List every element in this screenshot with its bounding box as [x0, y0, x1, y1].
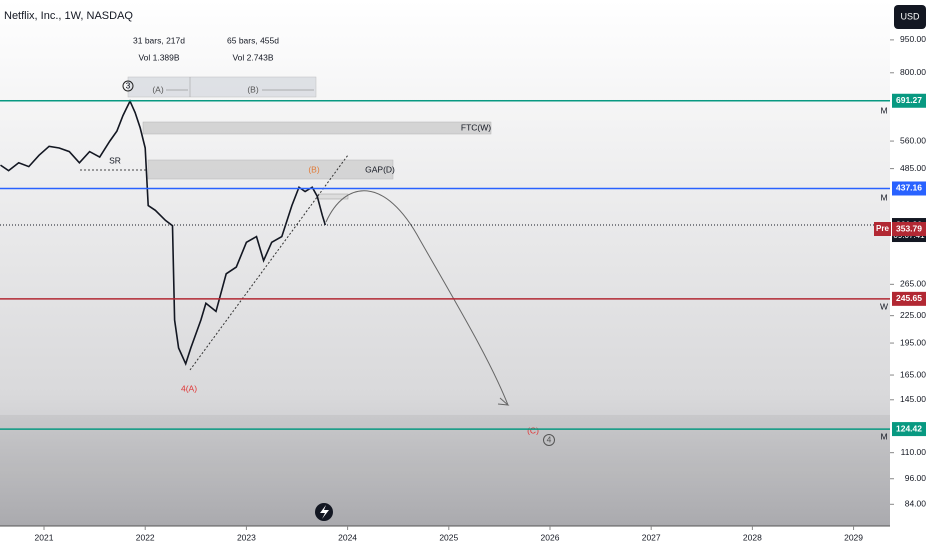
currency: USD — [900, 11, 920, 21]
zone — [0, 415, 890, 526]
x-tick-label: 2021 — [35, 532, 54, 542]
y-tick-label: 110.00 — [901, 447, 927, 457]
x-tick-label: 2023 — [237, 532, 256, 542]
price-label-bg — [892, 222, 926, 237]
annotation: M — [880, 431, 887, 441]
price-axis — [890, 0, 932, 550]
y-tick-label: 195.00 — [900, 337, 926, 347]
x-tick-label: 2022 — [136, 532, 155, 542]
price-label: 691.27 — [896, 95, 922, 105]
annotation: Vol 2.743B — [232, 52, 273, 62]
price-label: 437.16 — [896, 183, 922, 193]
range-box — [127, 76, 317, 98]
annotation: FTC(W) — [461, 122, 491, 132]
annotation: M — [880, 192, 887, 202]
y-tick-label: 84.00 — [905, 499, 927, 509]
forecast-curve — [325, 190, 509, 406]
ftc-box — [142, 121, 492, 135]
y-tick-label: 96.00 — [905, 473, 927, 483]
x-tick-label: 2027 — [642, 532, 661, 542]
price-label-bg — [892, 181, 926, 196]
y-tick-label: 800.00 — [900, 67, 926, 77]
bolt-icon — [320, 505, 329, 519]
y-tick-label: 560.00 — [900, 135, 926, 145]
x-tick-label: 2028 — [743, 532, 762, 542]
y-tick-label: 950.00 — [900, 34, 926, 44]
wave-circle — [122, 80, 134, 92]
annotation: 4(A) — [181, 383, 197, 393]
annotation: (C) — [527, 425, 539, 435]
annotation: 3 — [126, 80, 131, 90]
trend-line — [189, 154, 349, 371]
annotation: (B) — [308, 164, 320, 174]
price-line — [0, 99, 327, 367]
x-tick-label: 2024 — [338, 532, 357, 542]
annotation: (B) — [247, 84, 259, 94]
y-tick-label: 265.00 — [900, 279, 926, 289]
y-tick-label: 165.00 — [900, 369, 926, 379]
wave-circle — [543, 434, 555, 446]
price-label: 124.42 — [896, 423, 922, 433]
annotation: M — [880, 105, 887, 115]
annotation: 4 — [547, 434, 552, 444]
x-tick-label: 2026 — [541, 532, 560, 542]
x-tick-label: 2025 — [439, 532, 458, 542]
annotation: 31 bars, 217d — [133, 35, 185, 45]
forecast-arrow — [497, 397, 510, 406]
price-label: 245.65 — [896, 293, 922, 303]
gap-box — [147, 159, 394, 180]
chart-title: Netflix, Inc., 1W, NASDAQ — [4, 10, 133, 22]
annotation: W — [880, 301, 888, 311]
y-tick-label: 145.00 — [900, 394, 926, 404]
price-label-bg — [892, 422, 926, 437]
time-axis — [0, 526, 932, 550]
annotation: (A) — [152, 84, 164, 94]
y-tick-label: 225.00 — [900, 310, 926, 320]
annotation: SR — [109, 155, 121, 165]
price-label: 353.79 — [896, 223, 922, 233]
marks — [0, 99, 327, 367]
price-label-bg — [892, 291, 926, 306]
annotation: 65 bars, 455d — [227, 35, 279, 45]
currency-button[interactable] — [894, 5, 926, 29]
price-label-bg — [892, 93, 926, 108]
annotation: GAP(D) — [365, 164, 395, 174]
x-tick-label: 2029 — [844, 532, 863, 542]
pre-label: Pre — [876, 224, 889, 233]
y-tick-label: 485.00 — [900, 163, 926, 173]
pre-badge — [874, 222, 891, 237]
annotation: Vol 1.389B — [138, 52, 179, 62]
